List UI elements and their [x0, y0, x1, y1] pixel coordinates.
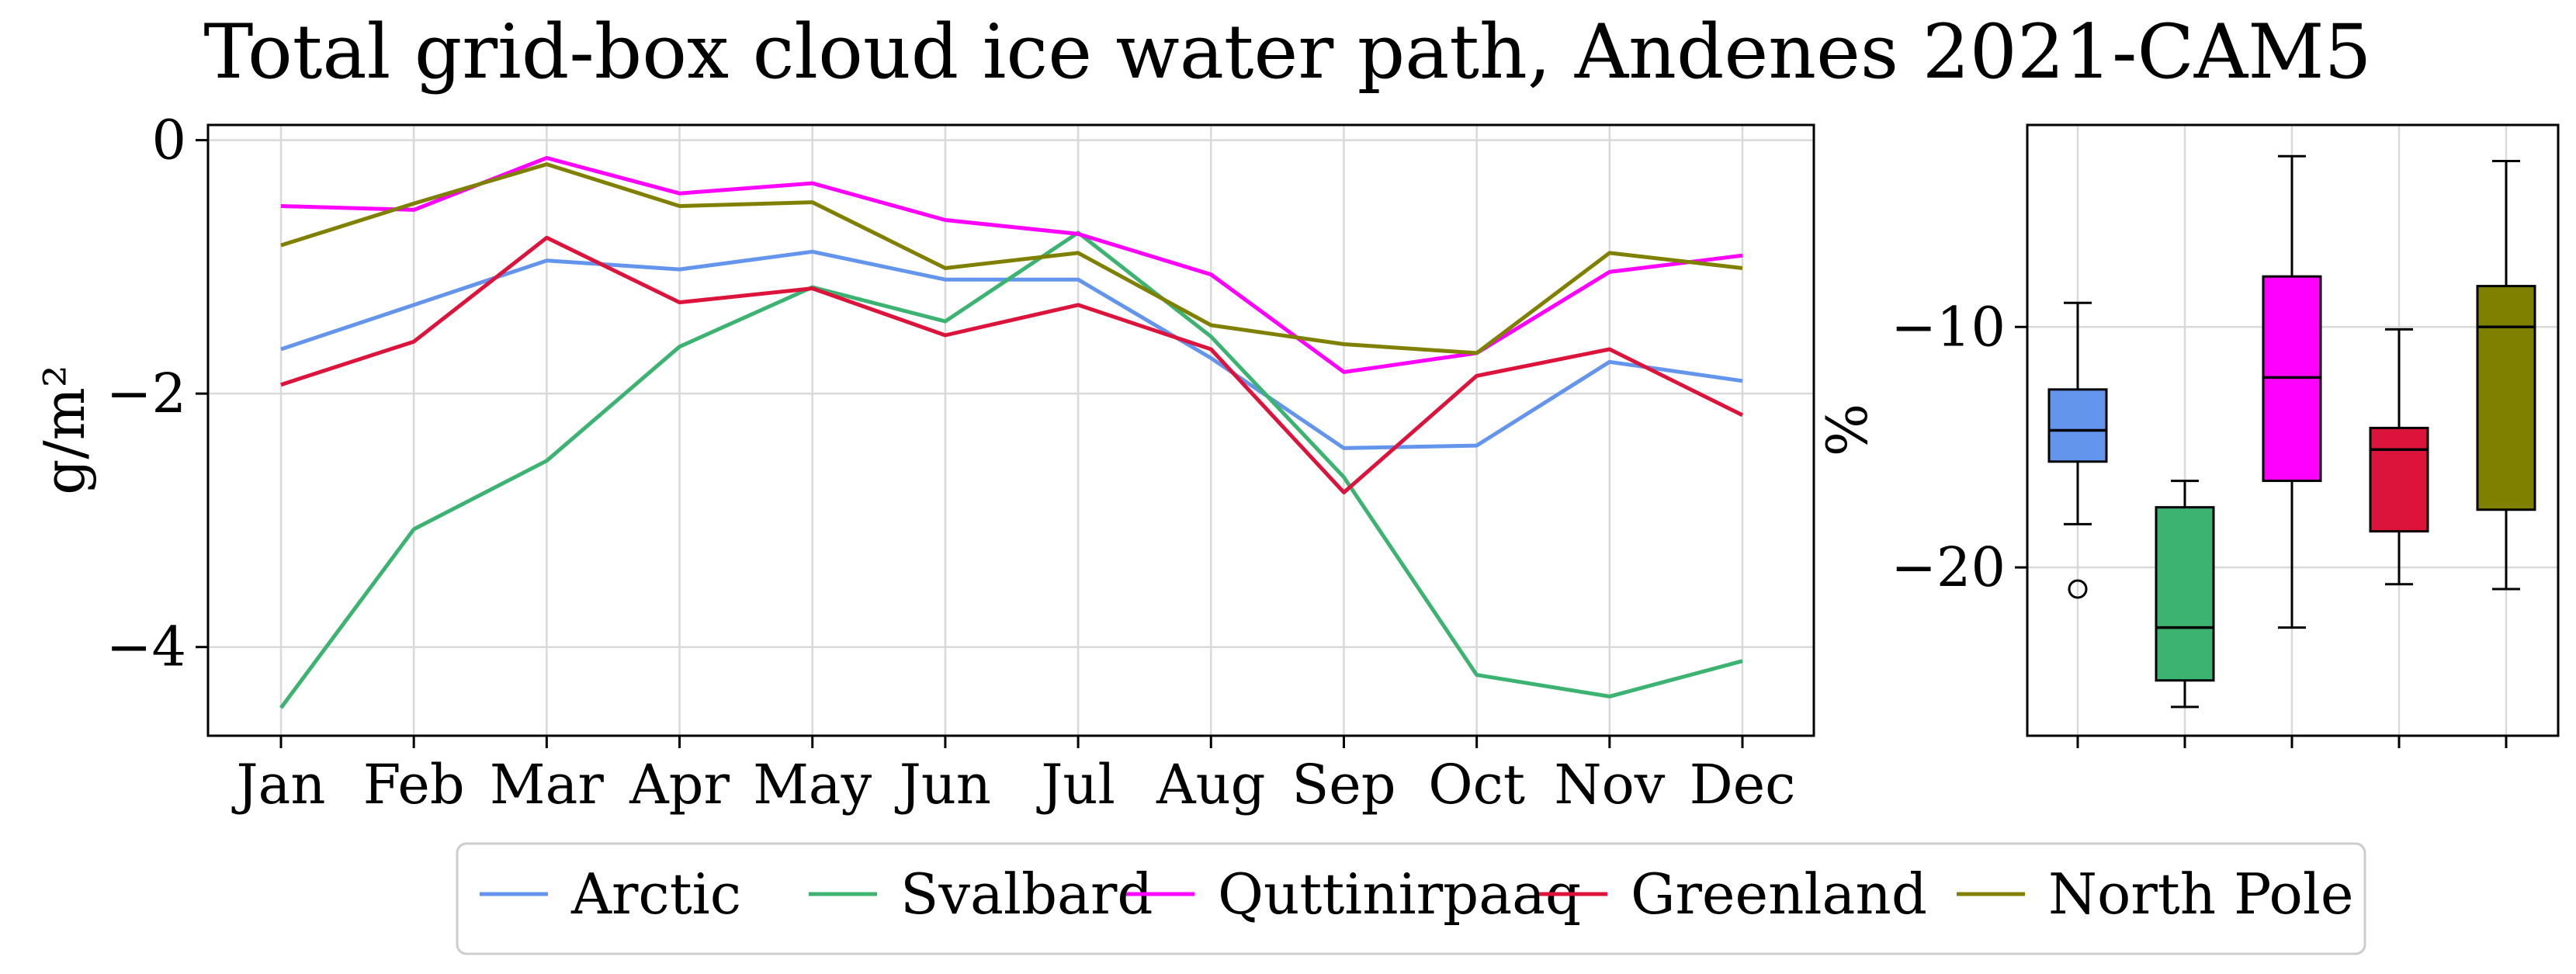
legend-label: Quttinirpaaq	[1218, 861, 1581, 927]
y-tick-label: −4	[106, 615, 186, 679]
x-tick-label: May	[753, 753, 872, 816]
legend: Arctic Svalbard Quttinirpaaq Greenland North…	[456, 842, 2366, 955]
legend-label: North Pole	[2048, 861, 2353, 927]
series-line-svalbard	[279, 231, 1743, 709]
box-svalbard	[2155, 480, 2215, 709]
legend-item-svalbard: Svalbard	[809, 861, 1153, 927]
box-outlier	[2068, 579, 2088, 599]
legend-item-quttinirpaaq: Quttinirpaaq	[1126, 861, 1581, 927]
legend-item-north-pole: North Pole	[1957, 861, 2353, 927]
legend-frame	[456, 842, 2366, 955]
x-tick-label: Oct	[1428, 753, 1525, 816]
line-chart-ylabel: g/m²	[32, 365, 97, 494]
x-tick-label: Jul	[1036, 753, 1115, 816]
series-line-arctic	[280, 249, 1743, 450]
chart-title: Total grid-box cloud ice water path, And…	[203, 9, 2371, 95]
box-body	[2369, 426, 2429, 533]
box-body	[2155, 506, 2215, 682]
x-tick-label: Nov	[1554, 753, 1665, 816]
line-chart-frame	[206, 123, 1815, 737]
legend-label: Greenland	[1631, 861, 1927, 927]
y-tick-label: −20	[1891, 536, 2006, 599]
x-tick-label: Jun	[895, 753, 991, 816]
series-line-quttinirpaaq	[280, 156, 1743, 374]
legend-item-arctic: Arctic	[480, 861, 741, 927]
x-tick-label: Jan	[232, 753, 326, 816]
x-tick-label: Mar	[490, 753, 604, 816]
box-chart-ylabel: %	[1815, 404, 1880, 456]
legend-label: Arctic	[570, 861, 741, 927]
y-tick-label: 0	[151, 109, 186, 172]
series-line-greenland	[280, 235, 1744, 494]
y-tick-label: −10	[1891, 295, 2006, 359]
box-body	[2047, 388, 2108, 463]
box-body	[2476, 285, 2536, 511]
box-north-pole	[2476, 159, 2536, 591]
x-tick-label: Aug	[1156, 753, 1265, 816]
box-arctic	[2047, 301, 2108, 599]
series-line-north-pole	[280, 162, 1743, 355]
box-chart-panel: −10 −20 %	[1815, 123, 2560, 748]
y-tick-label: −2	[106, 362, 186, 425]
x-tick-label: Feb	[363, 753, 465, 816]
box-greenland	[2369, 328, 2429, 586]
x-tick-label: Dec	[1690, 753, 1796, 816]
box-quttinirpaaq	[2262, 154, 2322, 629]
line-chart-panel: Jan Feb Mar Apr May Jun Jul Aug Sep Oct Nov Dec 0 −2 −…	[32, 109, 1815, 816]
legend-item-greenland: Greenland	[1539, 861, 1927, 927]
x-tick-label: Sep	[1291, 753, 1395, 816]
x-tick-label: Apr	[629, 753, 730, 816]
legend-label: Svalbard	[900, 861, 1153, 927]
